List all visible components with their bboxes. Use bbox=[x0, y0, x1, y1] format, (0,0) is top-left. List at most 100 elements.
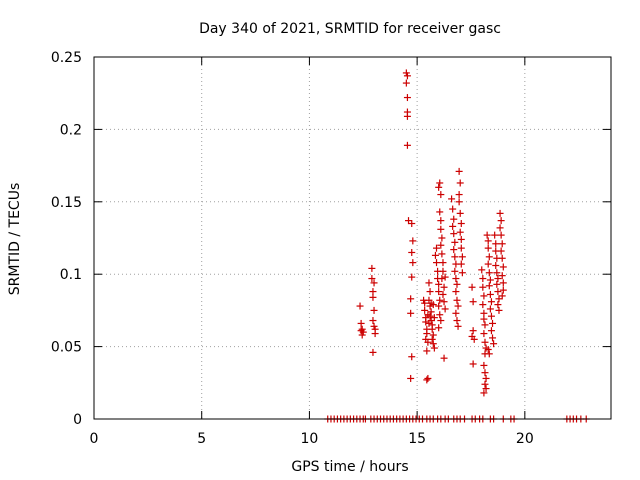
data-point bbox=[448, 195, 456, 203]
data-point bbox=[457, 260, 465, 268]
data-point bbox=[430, 314, 438, 322]
data-point bbox=[403, 94, 411, 102]
data-point bbox=[485, 350, 493, 358]
data-point bbox=[423, 376, 431, 384]
data-point bbox=[454, 302, 462, 310]
data-point bbox=[469, 298, 477, 306]
data-point bbox=[359, 328, 367, 336]
data-point bbox=[480, 330, 488, 338]
data-point bbox=[499, 279, 507, 287]
data-point bbox=[498, 272, 506, 280]
data-point bbox=[453, 280, 461, 288]
data-point bbox=[481, 380, 489, 388]
data-point bbox=[489, 334, 497, 342]
data-point bbox=[451, 267, 459, 275]
data-point bbox=[457, 220, 465, 228]
data-point bbox=[423, 330, 431, 338]
data-point bbox=[409, 259, 417, 267]
data-point bbox=[433, 244, 441, 252]
data-point bbox=[492, 262, 500, 270]
data-point bbox=[484, 244, 492, 252]
data-point bbox=[485, 282, 493, 290]
data-point bbox=[429, 301, 437, 309]
data-point bbox=[469, 360, 477, 368]
data-point bbox=[409, 237, 417, 245]
data-point bbox=[356, 302, 364, 310]
x-axis-label: GPS time / hours bbox=[291, 459, 408, 475]
data-point bbox=[435, 324, 443, 332]
data-point bbox=[499, 263, 507, 271]
data-point bbox=[481, 321, 489, 329]
data-point bbox=[436, 296, 444, 304]
data-point bbox=[487, 298, 495, 306]
data-point bbox=[370, 279, 378, 287]
y-tick-label: 0.2 bbox=[60, 122, 82, 138]
data-point bbox=[478, 266, 486, 274]
data-point bbox=[428, 325, 436, 333]
data-point bbox=[422, 318, 430, 326]
data-point bbox=[369, 317, 377, 325]
data-point bbox=[451, 238, 459, 246]
data-point bbox=[498, 254, 506, 262]
data-point bbox=[456, 228, 464, 236]
data-point bbox=[482, 385, 490, 393]
data-point bbox=[407, 309, 415, 317]
data-point bbox=[483, 231, 491, 239]
data-point bbox=[368, 264, 376, 272]
data-point bbox=[437, 317, 445, 325]
data-point bbox=[403, 141, 411, 149]
data-point bbox=[493, 269, 501, 277]
data-point bbox=[403, 72, 411, 80]
data-point bbox=[449, 222, 457, 230]
data-point bbox=[480, 389, 488, 397]
data-point bbox=[492, 240, 500, 248]
data-point bbox=[370, 306, 378, 314]
data-point bbox=[490, 340, 498, 348]
data-point bbox=[424, 374, 432, 382]
data-point bbox=[408, 353, 416, 361]
y-tick-label: 0.25 bbox=[51, 50, 82, 66]
data-point bbox=[424, 311, 432, 319]
data-point bbox=[450, 230, 458, 238]
data-point bbox=[497, 231, 505, 239]
data-point bbox=[482, 374, 490, 382]
data-point bbox=[493, 280, 501, 288]
data-point bbox=[457, 244, 465, 252]
data-point bbox=[457, 235, 465, 243]
x-tick-label: 10 bbox=[301, 431, 319, 447]
data-point bbox=[496, 209, 504, 217]
data-point bbox=[435, 183, 443, 191]
data-point bbox=[497, 217, 505, 225]
data-point bbox=[439, 259, 447, 267]
data-point bbox=[455, 167, 463, 175]
data-point bbox=[435, 280, 443, 288]
plot-frame bbox=[93, 56, 612, 420]
data-point bbox=[495, 306, 503, 314]
x-tick-label: 20 bbox=[516, 431, 534, 447]
data-point bbox=[458, 253, 466, 261]
data-point bbox=[481, 369, 489, 377]
data-point bbox=[456, 209, 464, 217]
data-point bbox=[368, 275, 376, 283]
data-point bbox=[436, 179, 444, 187]
data-point bbox=[494, 288, 502, 296]
data-point bbox=[436, 311, 444, 319]
data-point bbox=[486, 290, 494, 298]
data-point bbox=[408, 273, 416, 281]
data-point bbox=[439, 290, 447, 298]
data-point bbox=[484, 260, 492, 268]
data-point bbox=[440, 354, 448, 362]
data-point bbox=[407, 295, 415, 303]
data-point bbox=[485, 269, 493, 277]
data-point bbox=[437, 191, 445, 199]
data-point bbox=[479, 283, 487, 291]
data-point bbox=[440, 298, 448, 306]
data-point bbox=[423, 347, 431, 355]
data-point bbox=[453, 317, 461, 325]
data-point bbox=[438, 234, 446, 242]
data-point bbox=[425, 319, 433, 327]
data-point bbox=[453, 296, 461, 304]
data-points bbox=[324, 69, 590, 423]
data-point bbox=[408, 220, 416, 228]
data-point bbox=[437, 217, 445, 225]
